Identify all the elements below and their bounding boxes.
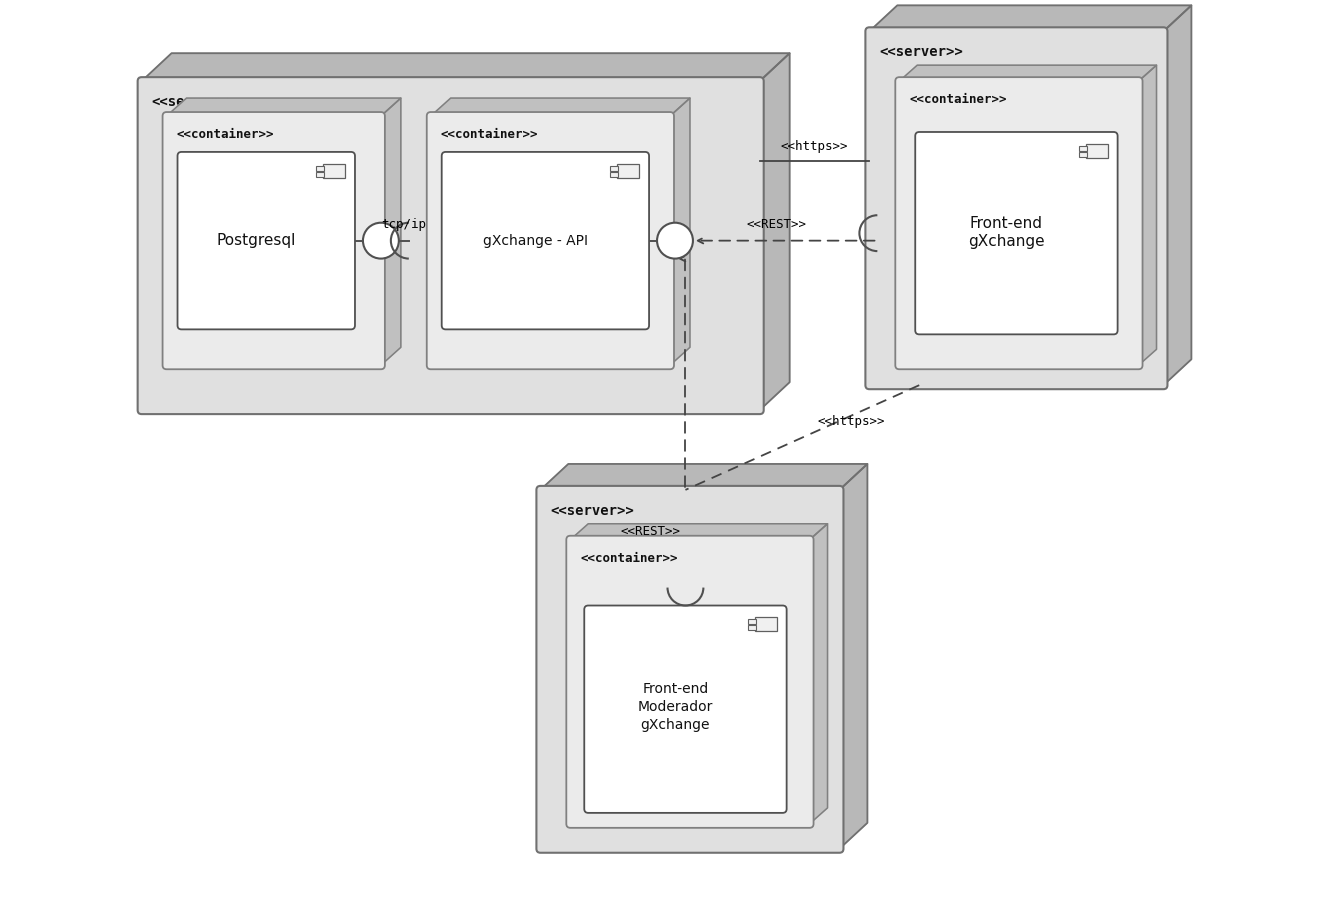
Polygon shape: [870, 5, 1191, 32]
Text: <<REST>>: <<REST>>: [620, 525, 681, 538]
Polygon shape: [430, 98, 690, 116]
Text: <<server>>: <<server>>: [151, 95, 236, 109]
Bar: [754, 617, 777, 632]
Text: <<https>>: <<https>>: [817, 415, 884, 428]
Text: <<https>>: <<https>>: [781, 140, 848, 153]
Text: Front-end: Front-end: [642, 682, 709, 697]
Circle shape: [657, 222, 693, 258]
FancyBboxPatch shape: [177, 152, 355, 329]
Text: tcp/ip: tcp/ip: [382, 218, 426, 230]
Polygon shape: [839, 464, 867, 849]
Bar: [1085, 144, 1108, 158]
Polygon shape: [1139, 65, 1156, 365]
FancyBboxPatch shape: [426, 112, 674, 369]
Bar: [316, 172, 324, 176]
Polygon shape: [571, 524, 828, 540]
Polygon shape: [760, 53, 789, 410]
Text: <<container>>: <<container>>: [910, 93, 1006, 106]
Polygon shape: [809, 524, 828, 824]
Text: gXchange - API: gXchange - API: [482, 234, 588, 248]
Bar: [610, 166, 618, 171]
FancyBboxPatch shape: [536, 486, 843, 853]
Text: <<container>>: <<container>>: [441, 128, 539, 141]
Text: <<container>>: <<container>>: [580, 552, 678, 564]
Bar: [1079, 146, 1087, 151]
Text: <<server>>: <<server>>: [551, 504, 634, 518]
Bar: [316, 166, 324, 171]
Polygon shape: [381, 98, 401, 365]
Bar: [1079, 152, 1087, 157]
Bar: [618, 164, 639, 178]
Bar: [323, 164, 344, 178]
FancyBboxPatch shape: [866, 27, 1167, 389]
Text: gXchange: gXchange: [641, 718, 710, 732]
Bar: [748, 619, 756, 625]
FancyBboxPatch shape: [442, 152, 649, 329]
Bar: [748, 626, 756, 630]
Text: <<REST>>: <<REST>>: [746, 218, 807, 230]
Polygon shape: [540, 464, 867, 490]
Text: Postgresql: Postgresql: [217, 233, 296, 248]
Text: Front-end: Front-end: [970, 216, 1043, 230]
Polygon shape: [166, 98, 401, 116]
Polygon shape: [899, 65, 1156, 81]
Polygon shape: [1163, 5, 1191, 385]
Circle shape: [363, 222, 399, 258]
Text: gXchange: gXchange: [967, 234, 1045, 248]
Polygon shape: [670, 98, 690, 365]
FancyBboxPatch shape: [162, 112, 385, 369]
Text: Moderador: Moderador: [638, 700, 713, 715]
FancyBboxPatch shape: [138, 77, 764, 414]
Text: <<container>>: <<container>>: [177, 128, 273, 141]
FancyBboxPatch shape: [567, 536, 813, 828]
Polygon shape: [142, 53, 789, 81]
FancyBboxPatch shape: [915, 132, 1118, 335]
Text: <<server>>: <<server>>: [879, 45, 963, 59]
FancyBboxPatch shape: [895, 77, 1143, 369]
Bar: [610, 172, 618, 176]
FancyBboxPatch shape: [584, 606, 787, 813]
